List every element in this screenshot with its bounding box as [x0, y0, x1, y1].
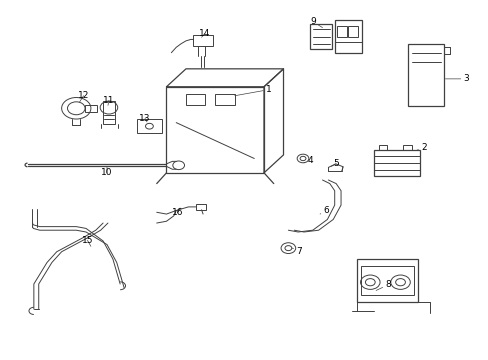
Text: 15: 15	[81, 236, 93, 246]
Bar	[137, 119, 161, 134]
Bar	[402, 145, 411, 150]
Text: 16: 16	[171, 208, 183, 217]
Text: 13: 13	[139, 114, 150, 123]
Text: 8: 8	[375, 280, 390, 291]
Bar	[356, 259, 417, 302]
Text: 10: 10	[101, 166, 113, 177]
Bar	[407, 44, 444, 107]
Text: 4: 4	[304, 156, 312, 165]
Bar	[336, 26, 346, 37]
Text: 12: 12	[78, 91, 89, 102]
Bar	[373, 149, 419, 176]
Text: 1: 1	[234, 85, 271, 96]
Bar	[378, 145, 386, 150]
Bar	[215, 94, 234, 105]
Text: 7: 7	[292, 247, 302, 256]
Text: 2: 2	[415, 143, 426, 152]
Bar	[195, 204, 206, 210]
Text: 11: 11	[103, 96, 115, 105]
Text: 14: 14	[199, 29, 210, 38]
Bar	[334, 21, 361, 53]
Bar	[185, 94, 205, 105]
Text: 3: 3	[445, 75, 468, 84]
Bar	[103, 101, 115, 125]
Bar	[166, 87, 264, 173]
Text: 6: 6	[320, 206, 328, 215]
Bar	[310, 24, 331, 49]
Bar	[85, 105, 97, 112]
Bar	[360, 266, 413, 295]
Text: 9: 9	[309, 17, 322, 28]
Bar	[193, 35, 212, 45]
Bar	[347, 26, 357, 37]
Text: 5: 5	[330, 159, 338, 168]
